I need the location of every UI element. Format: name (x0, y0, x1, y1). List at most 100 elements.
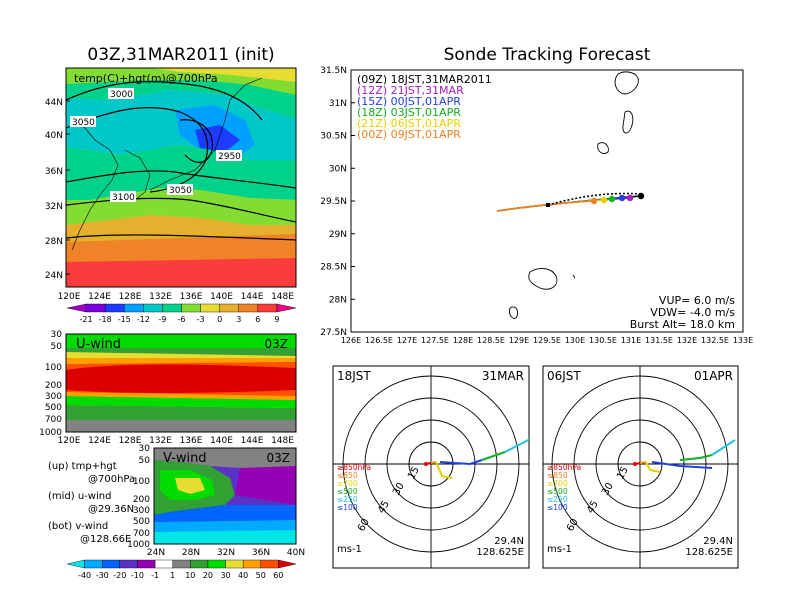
lon-tick-label: 128.5E (477, 336, 505, 345)
pressure-tick-label: 30 (51, 330, 63, 340)
vwind-label: V-wind (163, 451, 207, 466)
pressure-level-legend: ≥850hPa≤850≤700≤500≤250≤100 (547, 463, 581, 512)
colorbar-swatch (154, 559, 173, 569)
colorbar-label: -30 (96, 571, 109, 580)
lat-tick-label: 28N (45, 237, 63, 247)
legend-entry: (21Z) 06JST,01APR (357, 117, 461, 130)
colorbar-swatch (124, 303, 144, 313)
pressure-tick-label: 1000 (39, 428, 62, 438)
pressure-tick-label: 700 (133, 529, 150, 539)
legend-entry: (09Z) 18JST,31MAR2011 (357, 73, 492, 86)
pressure-tick-label: 500 (45, 403, 62, 413)
lon-tick-label: 130E (565, 336, 585, 345)
vwind-lat-axis: 24N 28N 32N 36N 40N (147, 548, 305, 558)
level-label: ≤250 (337, 495, 358, 504)
colorbar-label: 1 (170, 571, 175, 580)
launch-point (546, 203, 550, 207)
colorbar-swatch (200, 303, 220, 313)
level-label: ≤250 (547, 495, 568, 504)
colorbar-swatch (276, 303, 297, 313)
level-label: ≥850hPa (337, 463, 371, 472)
pressure-tick-label: 100 (45, 363, 62, 373)
sonde-title: Sonde Tracking Forecast (444, 45, 651, 65)
lat-tick-label: 32N (217, 548, 235, 558)
polar-lon: 128.625E (476, 547, 524, 558)
pressure-tick-label: 1000 (127, 540, 150, 550)
lon-tick-label: 140E (210, 292, 233, 302)
colorbar-label: -40 (78, 571, 91, 580)
colorbar-swatch (219, 303, 239, 313)
temperature-colorbar: -21 -18 -15 -12 -9 -6 -3 0 3 6 9 (66, 303, 297, 324)
colorbar-swatch (225, 559, 244, 569)
pressure-tick-label: 100 (133, 477, 150, 487)
pressure-tick-label: 200 (133, 495, 150, 505)
landing-point (618, 194, 626, 202)
colorbar-label: -18 (99, 315, 112, 324)
pressure-tick-label: 30 (139, 444, 151, 454)
colorbar-label: 0 (217, 315, 222, 324)
polar-lat: 29.4N (494, 536, 524, 547)
note-mid-1: (mid) u-wind (48, 491, 111, 502)
lat-tick-label: 30.5N (320, 132, 347, 142)
level-label: ≤100 (547, 503, 568, 512)
landing-point (637, 192, 645, 200)
legend-entry: (12Z) 21JST,31MAR (357, 84, 464, 97)
level-label: ≤700 (547, 479, 568, 488)
pressure-tick-label: 50 (139, 456, 151, 466)
lon-tick-label: 132E (149, 436, 172, 446)
lon-tick-label: 132E (149, 292, 172, 302)
landing-point (626, 194, 634, 202)
colorbar-label: 10 (185, 571, 195, 580)
sonde-lon-axis: 126E 126.5E 127E 127.5E 128E 128.5E 129E 129.5E… (341, 336, 753, 345)
polar-unit: ms-1 (547, 544, 572, 555)
uwind-field (66, 334, 296, 432)
colorbar-swatch (102, 559, 121, 569)
pressure-tick-label: 500 (133, 517, 150, 527)
lon-tick-label: 129E (509, 336, 529, 345)
colorbar-swatch (137, 559, 156, 569)
colorbar-swatch (242, 559, 261, 569)
lon-tick-label: 140E (210, 436, 233, 446)
uwind-lon-axis: 120E 124E 128E 132E 136E 140E 144E 148E (58, 436, 295, 446)
colorbar-swatch (257, 303, 278, 313)
track-line (547, 192, 641, 206)
level-label: ≤100 (337, 503, 358, 512)
lat-tick-label: 24N (147, 548, 165, 558)
lon-tick-label: 127.5E (421, 336, 449, 345)
lon-tick-label: 127E (397, 336, 417, 345)
level-label: ≤500 (337, 487, 358, 496)
map-lat-axis: 44N 40N 36N 32N 28N 24N (45, 98, 70, 281)
hodograph-06jst: 06JST 01APR 15 30 45 60 ≥850hPa≤850≤700≤… (542, 365, 739, 569)
lat-tick-label: 32N (45, 202, 63, 212)
lon-tick-label: 136E (180, 292, 203, 302)
colorbar-swatch (104, 303, 125, 313)
colorbar-label: 9 (274, 315, 279, 324)
uwind-label: U-wind (76, 337, 121, 352)
map-field-label: temp(C)+hgt(m)@700hPa (74, 72, 218, 85)
sonde-legend: (09Z) 18JST,31MAR2011(12Z) 21JST,31MAR(1… (357, 73, 492, 141)
pressure-tick-label: 300 (45, 392, 62, 402)
level-label: ≤850 (337, 471, 358, 480)
temperature-field (66, 68, 296, 287)
polar-date: 31MAR (482, 369, 524, 383)
lat-tick-label: 31.5N (320, 66, 347, 76)
lat-tick-label: 40N (45, 131, 63, 141)
lon-tick-label: 120E (58, 292, 81, 302)
colorbar-swatch (181, 303, 201, 313)
polar-lat: 29.4N (703, 536, 733, 547)
contour-label: 3050 (169, 186, 192, 196)
contour-label: 3000 (110, 90, 133, 100)
colorbar-swatch (260, 559, 279, 569)
ascent-speed: VUP= 6.0 m/s (659, 294, 735, 307)
note-up-1: (up) tmp+hgt (48, 461, 117, 472)
burst-altitude: Burst Alt= 18.0 km (630, 318, 735, 331)
contour-label: 3050 (72, 118, 95, 128)
note-mid-2: @29.36N (88, 504, 134, 515)
lon-tick-label: 131.5E (645, 336, 673, 345)
lat-tick-label: 29N (329, 230, 347, 240)
contour-labels: 3000 3050 2950 3050 3100 (70, 88, 242, 203)
colorbar-label: -15 (118, 315, 131, 324)
colorbar-label: 50 (256, 571, 266, 580)
